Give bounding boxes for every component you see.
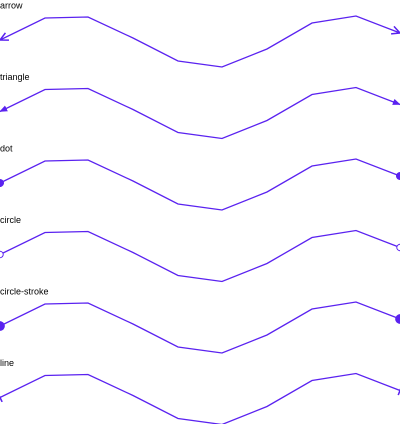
- row-label: arrow: [0, 0, 23, 10]
- line: [0, 301, 400, 354]
- line: [0, 86, 400, 140]
- line: [0, 372, 400, 424]
- row-label: dot: [0, 143, 13, 153]
- line: [0, 158, 400, 211]
- row: circle: [0, 215, 400, 283]
- line: [0, 15, 400, 68]
- row-label: circle: [0, 215, 21, 225]
- row-label: line: [0, 358, 14, 368]
- row: line: [0, 358, 400, 424]
- row: dot: [0, 143, 400, 211]
- row: circle-stroke: [0, 286, 400, 354]
- row: arrow: [0, 0, 400, 68]
- line: [0, 229, 400, 283]
- row: triangle: [0, 72, 400, 140]
- row-label: triangle: [0, 72, 30, 82]
- row-label: circle-stroke: [0, 286, 49, 296]
